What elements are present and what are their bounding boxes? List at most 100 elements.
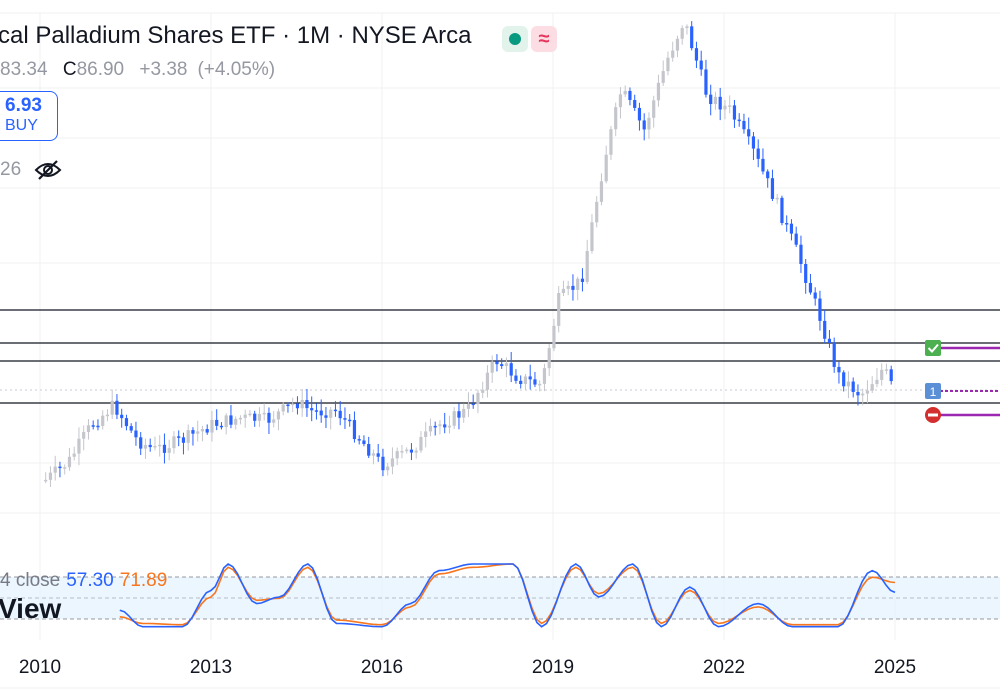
candle bbox=[680, 25, 684, 45]
candle bbox=[504, 357, 509, 378]
stochastic-legend[interactable]: 4 close 57.30 71.89 bbox=[0, 570, 167, 592]
candle bbox=[766, 169, 770, 188]
candle bbox=[414, 447, 418, 459]
time-axis[interactable]: 2010 2013 2016 2019 2022 2025 bbox=[19, 657, 916, 678]
candle bbox=[210, 410, 214, 442]
symbol-title[interactable]: cal Palladium Shares ETF · 1M · NYSE Arc… bbox=[0, 22, 472, 49]
candle bbox=[314, 403, 319, 420]
candle bbox=[428, 418, 433, 437]
candle bbox=[148, 438, 152, 452]
watermark-text: View bbox=[0, 593, 62, 624]
position-one-icon[interactable]: 1 bbox=[925, 383, 941, 399]
candle bbox=[875, 367, 879, 388]
candle bbox=[205, 424, 209, 435]
candle bbox=[400, 444, 404, 459]
candle bbox=[63, 464, 67, 475]
candle bbox=[856, 384, 860, 406]
candle bbox=[661, 60, 665, 86]
candle bbox=[652, 95, 656, 128]
candle bbox=[343, 407, 347, 429]
candle bbox=[509, 351, 513, 383]
year-tick-2025: 2025 bbox=[874, 657, 916, 678]
candle bbox=[48, 466, 53, 487]
market-status-badge[interactable] bbox=[502, 26, 528, 52]
candle bbox=[599, 173, 604, 206]
candle bbox=[376, 443, 380, 462]
candle bbox=[257, 407, 262, 427]
candle bbox=[72, 446, 76, 461]
buy-button[interactable]: 6.93 BUY bbox=[0, 91, 58, 141]
candle bbox=[495, 354, 499, 372]
close-label: C bbox=[62, 59, 77, 80]
stoch-label: 4 close bbox=[0, 570, 61, 591]
candle bbox=[751, 131, 756, 161]
candle bbox=[120, 408, 124, 428]
candle bbox=[253, 410, 257, 427]
candle bbox=[519, 375, 523, 389]
indicator-badge[interactable]: ≈ bbox=[531, 26, 557, 52]
candle bbox=[134, 421, 138, 446]
candle bbox=[153, 436, 157, 451]
change-value: +3.38 bbox=[139, 59, 188, 80]
stoch-k-value: 57.30 bbox=[66, 570, 114, 591]
candle bbox=[832, 337, 836, 373]
ohlc-row: 83.34 C86.90 +3.38 (+4.05%) bbox=[0, 59, 285, 81]
candle bbox=[466, 392, 471, 418]
candle bbox=[628, 87, 632, 106]
candle bbox=[737, 113, 741, 127]
candle bbox=[576, 276, 580, 301]
candle bbox=[656, 74, 661, 107]
candle bbox=[785, 215, 789, 232]
candle bbox=[690, 21, 694, 51]
buy-label: BUY bbox=[5, 117, 38, 134]
checkmark-icon[interactable] bbox=[925, 340, 941, 356]
order-markers[interactable]: 1 bbox=[925, 340, 1000, 423]
candle bbox=[110, 389, 114, 420]
candle bbox=[124, 414, 129, 431]
approx-icon: ≈ bbox=[538, 27, 550, 50]
candle bbox=[333, 401, 338, 417]
candle bbox=[438, 420, 442, 435]
candle bbox=[352, 411, 357, 443]
candle bbox=[452, 407, 456, 430]
candle bbox=[823, 309, 827, 344]
candle bbox=[419, 431, 423, 453]
candle bbox=[310, 396, 314, 422]
candle bbox=[775, 194, 779, 204]
stochastic-pane[interactable] bbox=[0, 563, 1000, 628]
candle bbox=[557, 286, 561, 333]
candle bbox=[234, 416, 238, 430]
candle bbox=[870, 376, 874, 394]
candle bbox=[713, 91, 718, 110]
candle bbox=[329, 406, 333, 430]
no-entry-icon[interactable] bbox=[925, 407, 941, 423]
candle bbox=[143, 438, 148, 459]
candle bbox=[614, 102, 618, 137]
eye-off-icon[interactable] bbox=[34, 158, 62, 182]
candle bbox=[571, 274, 575, 301]
candle bbox=[348, 414, 352, 427]
position-one-glyph: 1 bbox=[930, 385, 937, 399]
candle bbox=[538, 380, 542, 392]
stoch-d-value: 71.89 bbox=[119, 570, 168, 591]
candle bbox=[666, 51, 670, 76]
candle bbox=[723, 99, 727, 120]
candle bbox=[514, 369, 518, 384]
support-resistance-lines[interactable] bbox=[0, 309, 1000, 404]
candle bbox=[671, 41, 675, 62]
candle bbox=[756, 139, 760, 168]
candle bbox=[528, 364, 532, 390]
candle bbox=[248, 410, 252, 417]
candle bbox=[789, 219, 794, 241]
candle bbox=[196, 420, 200, 442]
year-tick-2010: 2010 bbox=[19, 657, 61, 678]
candle bbox=[101, 410, 105, 430]
candle bbox=[272, 411, 276, 428]
candle bbox=[842, 370, 846, 392]
candle bbox=[324, 407, 328, 429]
candle bbox=[238, 415, 243, 425]
candle bbox=[794, 226, 798, 248]
candle bbox=[276, 408, 281, 431]
candle bbox=[262, 403, 266, 421]
